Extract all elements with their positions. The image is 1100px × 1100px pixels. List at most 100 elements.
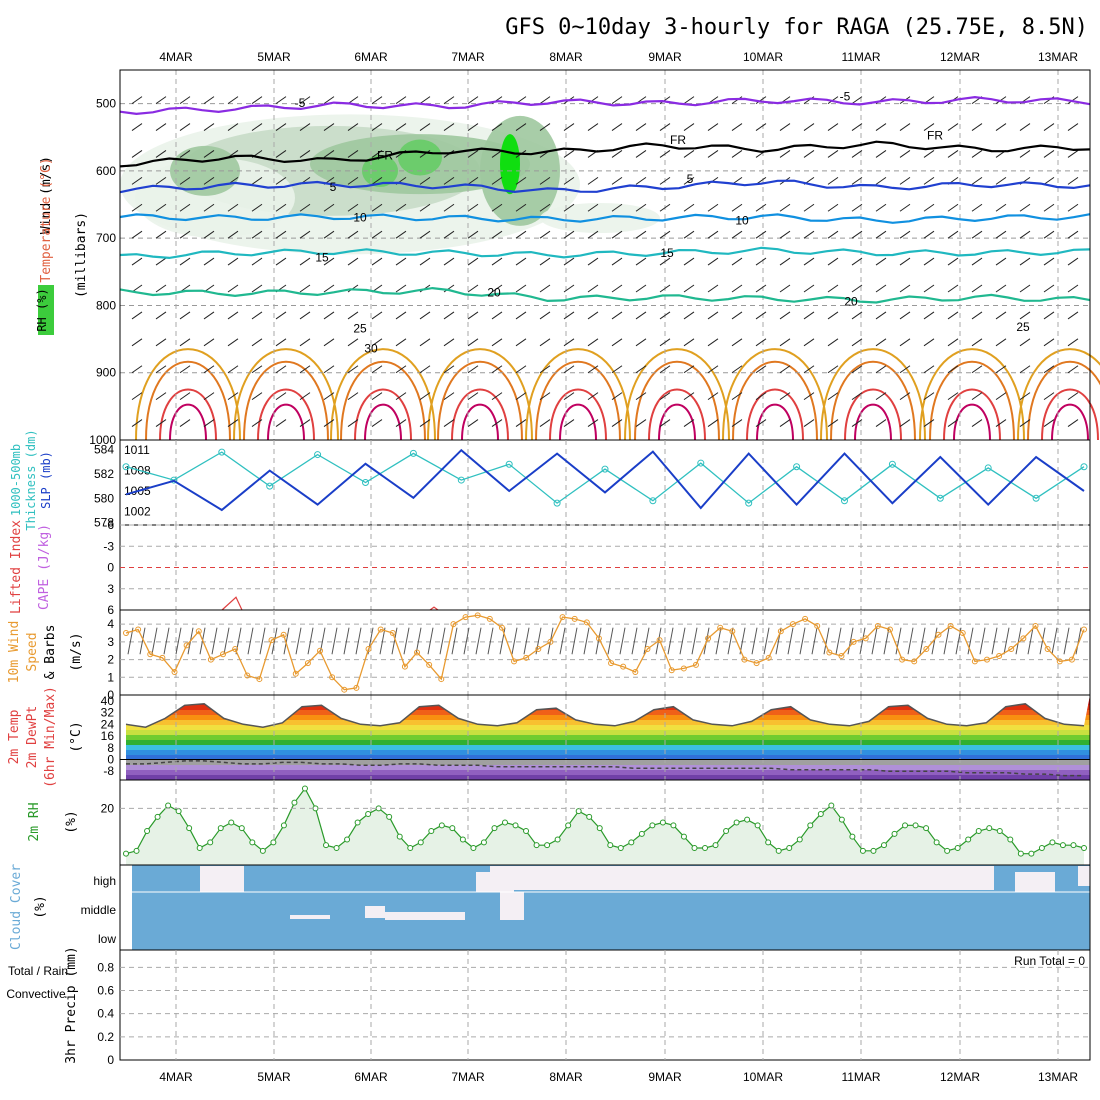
wind10m-barb xyxy=(271,627,278,655)
precip-unit-label: 3hr Precip (mm) xyxy=(64,946,79,1063)
bottom-date-label: 4MAR xyxy=(159,1070,193,1084)
wind-barb xyxy=(611,96,623,105)
rh-point xyxy=(217,825,224,832)
slp-axis-label: SLP (mb) xyxy=(39,451,53,509)
wind-speed-point xyxy=(923,645,930,652)
wind-barb xyxy=(227,419,239,427)
wind-barb xyxy=(683,365,695,374)
wind-speed-point xyxy=(244,672,251,679)
wind-barb xyxy=(515,123,527,131)
wind-barb xyxy=(947,123,959,131)
wind-barb xyxy=(539,338,551,347)
wind-barb xyxy=(803,123,815,131)
wind-barb xyxy=(467,176,479,185)
rh-point xyxy=(133,847,140,854)
wind-barb xyxy=(1019,230,1031,239)
temp-tick-label: 24 xyxy=(101,717,115,731)
wind-barb xyxy=(827,150,839,158)
wind-barb xyxy=(659,230,671,239)
temp-contour-warm xyxy=(525,348,631,441)
rh-point xyxy=(670,822,677,829)
wind-speed-point xyxy=(401,663,408,670)
wind-barb xyxy=(1019,365,1031,374)
wind-barb xyxy=(1043,392,1055,401)
wind-barb xyxy=(419,176,431,185)
wind-barb xyxy=(971,365,983,374)
wind-barb xyxy=(227,311,239,320)
temp-tick-label: 40 xyxy=(101,694,115,708)
temp-contour-warm xyxy=(461,403,499,441)
wind-speed-point xyxy=(535,645,542,652)
wind-barb xyxy=(347,203,359,212)
rh-area xyxy=(126,788,1084,865)
wind-barb xyxy=(539,284,551,293)
isotherm-label: 5 xyxy=(330,180,337,194)
wind-barb xyxy=(683,338,695,347)
wind-barb xyxy=(299,392,311,401)
wind10m-barb xyxy=(835,627,842,655)
wind10m-barb xyxy=(679,627,686,655)
rh2m-unit-label: (%) xyxy=(64,810,79,833)
wind-barb xyxy=(1019,123,1031,131)
wind-barb xyxy=(347,123,359,131)
wind10m-barb xyxy=(1051,627,1058,655)
wind-tick-label: 0 xyxy=(107,688,114,702)
wind-barb xyxy=(971,230,983,239)
rh-point xyxy=(765,839,772,846)
wind-barb xyxy=(899,257,911,266)
wind-barb xyxy=(899,392,911,401)
wind-barb xyxy=(563,365,575,374)
temp-contour-warm xyxy=(732,360,818,441)
wind10m-axis-label-3: & Barbs xyxy=(43,625,58,680)
wind-barb xyxy=(707,392,719,401)
rh-point xyxy=(986,825,993,832)
wind-barb xyxy=(1043,257,1055,266)
wind-barb xyxy=(563,123,575,131)
wind-barb xyxy=(803,392,815,401)
wind-barb xyxy=(779,392,791,401)
wind-barb xyxy=(251,96,263,105)
wind-barb xyxy=(443,203,455,212)
wind-speed-point xyxy=(886,626,893,633)
rh-point xyxy=(617,845,624,851)
wind10m-barb xyxy=(931,627,938,655)
rh-point xyxy=(680,833,687,840)
wind-barb xyxy=(755,284,767,293)
rh-point xyxy=(470,845,477,851)
wind-barb xyxy=(659,392,671,401)
thickness-point xyxy=(1032,494,1040,502)
wind-barb xyxy=(371,176,383,185)
wind10m-barb xyxy=(511,627,518,655)
wind-barb xyxy=(587,176,599,185)
thickness-tick-label: 584 xyxy=(94,443,114,457)
wind-barb xyxy=(155,123,167,131)
wind-speed-point xyxy=(1068,656,1075,663)
cloud-axis-label: Cloud Cover xyxy=(9,864,24,950)
thickness-tick-label: 578 xyxy=(94,516,114,530)
wind-barb xyxy=(419,123,431,131)
wind-barb xyxy=(419,230,431,239)
wind-speed-point xyxy=(317,647,324,654)
wind-barb xyxy=(491,257,503,266)
wind-barb xyxy=(563,150,575,158)
rh-point xyxy=(544,842,551,849)
wind-barb xyxy=(995,176,1007,185)
isotherm-label: 10 xyxy=(735,214,749,228)
wind-barb xyxy=(371,96,383,105)
wind-barb xyxy=(203,338,215,347)
wind-barb xyxy=(515,419,527,427)
wind-barb xyxy=(299,419,311,427)
wind-barb xyxy=(755,230,767,239)
wind10m-barb xyxy=(343,627,350,655)
wind-barb xyxy=(755,96,767,105)
minmax-axis-label: (6hr Min/Max) xyxy=(43,686,58,788)
wind-barb xyxy=(659,96,671,105)
wind-barb xyxy=(251,123,263,131)
pressure-tick-label: 900 xyxy=(96,366,116,380)
rh-point xyxy=(175,808,182,815)
wind-barb xyxy=(251,311,263,320)
temp-contour-warm xyxy=(844,388,902,441)
wind-barb xyxy=(467,419,479,427)
rh-point xyxy=(923,825,930,832)
